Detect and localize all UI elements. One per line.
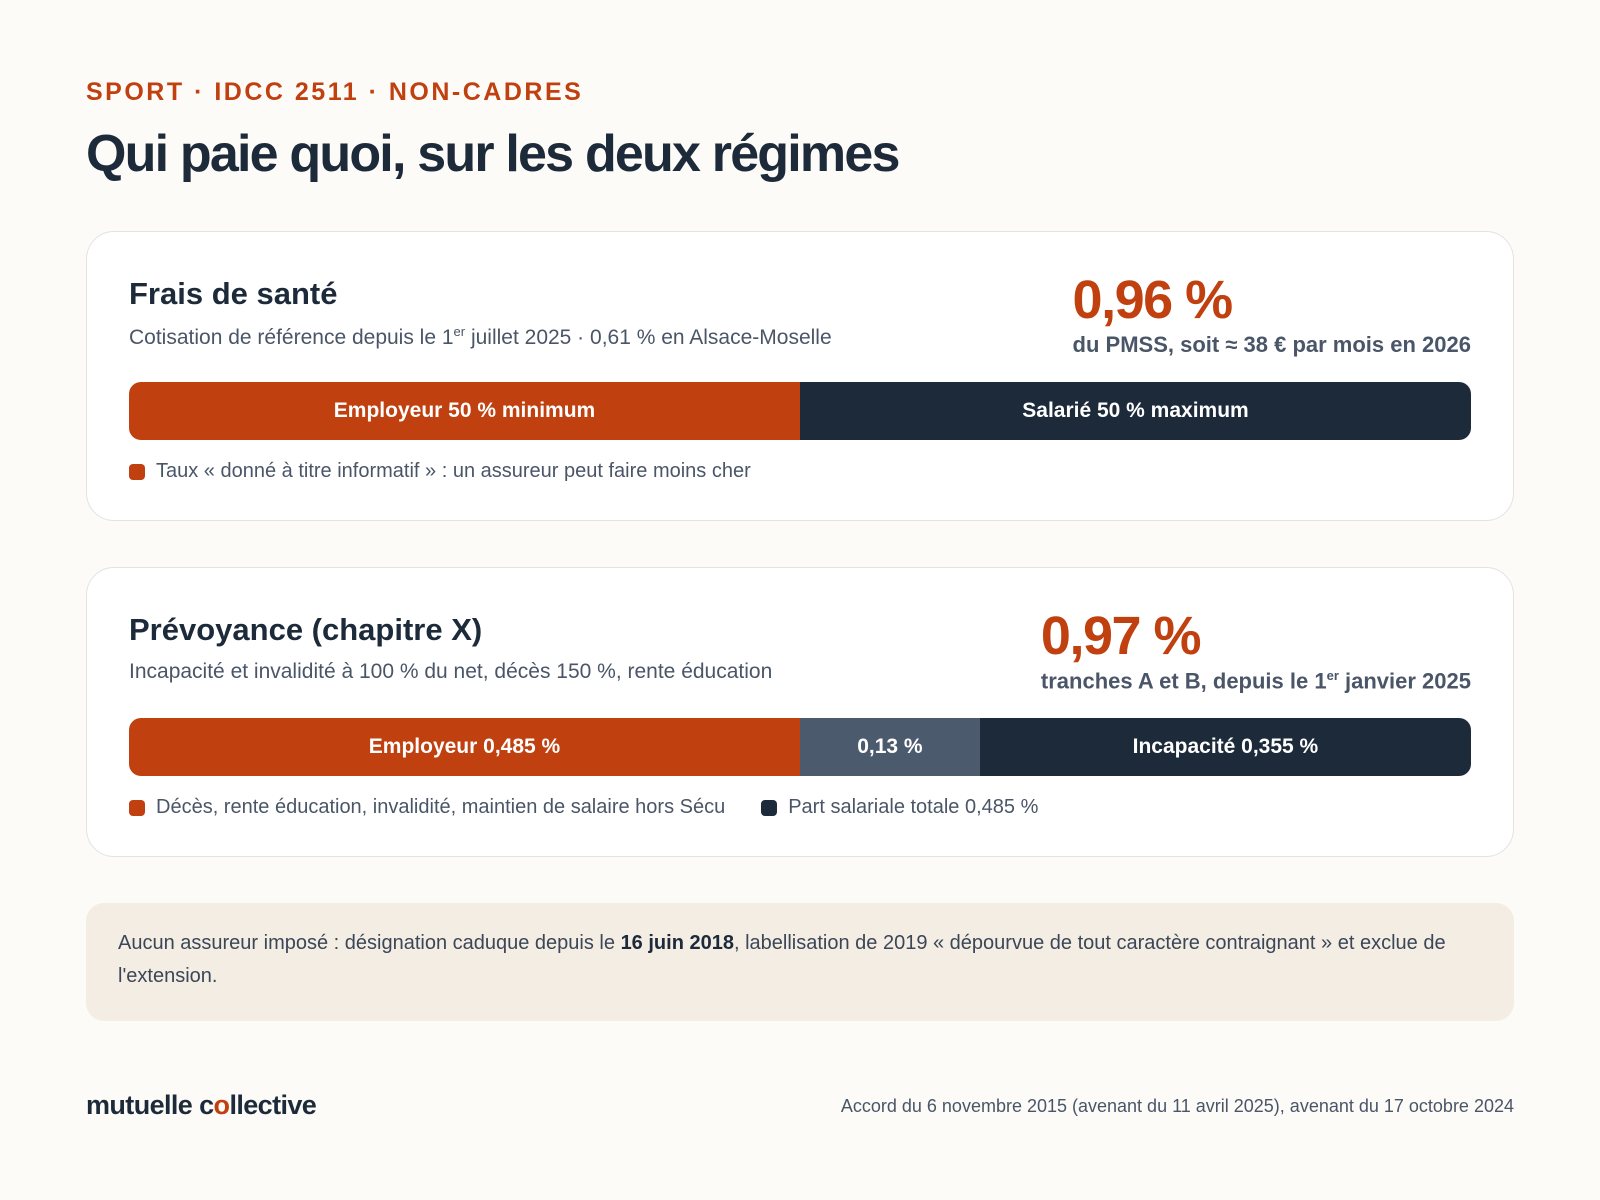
prevoyance-subtitle: Incapacité et invalidité à 100 % du net,… — [129, 660, 773, 683]
sante-bar-segment-salarie: Salarié 50 % maximum — [800, 382, 1471, 440]
legend-swatch — [129, 799, 145, 816]
section-kicker: SPORT · IDCC 2511 · NON-CADRES — [86, 78, 584, 106]
legend-label: Taux « donné à titre informatif » : un a… — [156, 460, 751, 482]
brand-part2: llective — [229, 1090, 317, 1120]
legend-label: Décès, rente éducation, invalidité, main… — [156, 796, 726, 818]
legend-swatch — [761, 799, 778, 816]
prevoyance-bar-segment-middle: 0,13 % — [800, 718, 980, 776]
prevoyance-rate-note-sup: er — [1326, 668, 1339, 683]
brand-mark: o — [213, 1090, 231, 1120]
brand-part1: mutuelle c — [86, 1090, 214, 1120]
prevoyance-rate-note: tranches A et B, depuis le 1er janvier 2… — [1041, 668, 1471, 694]
legend-item: Décès, rente éducation, invalidité, main… — [129, 796, 725, 819]
legend-item: Taux « donné à titre informatif » : un a… — [129, 460, 751, 483]
sante-card: Frais de santé Cotisation de référence d… — [86, 231, 1514, 521]
sante-subtitle-pre: Cotisation de référence depuis le 1 — [129, 326, 454, 349]
sante-legend: Taux « donné à titre informatif » : un a… — [129, 460, 751, 483]
prevoyance-rate-note-pre: tranches A et B, depuis le 1 — [1040, 668, 1327, 694]
sante-split-bar: Employeur 50 % minimum Salarié 50 % maxi… — [129, 382, 1471, 440]
prevoyance-bar-segment-incapacite: Incapacité 0,355 % — [979, 718, 1471, 776]
sante-rate-note: du PMSS, soit ≈ 38 € par mois en 2026 — [1072, 332, 1471, 357]
legend-swatch — [129, 463, 145, 480]
sante-rate: 0,96 % — [1072, 270, 1234, 330]
info-note: Aucun assureur imposé : désignation cadu… — [86, 903, 1514, 1021]
note-date: 16 juin 2018 — [620, 932, 734, 954]
prevoyance-bar-segment-employeur: Employeur 0,485 % — [129, 718, 800, 776]
note-text-post: , labellisation de 2019 « dépourvue de t… — [118, 932, 1446, 987]
prevoyance-legend: Décès, rente éducation, invalidité, main… — [129, 796, 1038, 819]
note-text-pre: Aucun assureur imposé : désignation cadu… — [118, 932, 621, 954]
sante-subtitle: Cotisation de référence depuis le 1er ju… — [129, 324, 832, 350]
prevoyance-heading: Prévoyance (chapitre X) — [129, 612, 483, 647]
sante-heading: Frais de santé — [129, 276, 338, 311]
sante-bar-segment-employeur: Employeur 50 % minimum — [129, 382, 800, 440]
legend-label: Part salariale totale 0,485 % — [788, 796, 1039, 818]
brand-logo: mutuelle collective — [86, 1090, 317, 1121]
sante-subtitle-sup: er — [453, 324, 466, 339]
prevoyance-rate-block: 0,97 % tranches A et B, depuis le 1er ja… — [1041, 606, 1471, 694]
footer-reference: Accord du 6 novembre 2015 (avenant du 11… — [840, 1096, 1514, 1116]
prevoyance-card: Prévoyance (chapitre X) Incapacité et in… — [86, 567, 1514, 857]
prevoyance-rate-note-post: janvier 2025 — [1338, 668, 1471, 694]
prevoyance-split-bar: Employeur 0,485 % 0,13 % Incapacité 0,35… — [129, 718, 1471, 776]
sante-rate-block: 0,96 % du PMSS, soit ≈ 38 € par mois en … — [1073, 270, 1471, 358]
prevoyance-rate: 0,97 % — [1040, 606, 1202, 666]
legend-item: Part salariale totale 0,485 % — [761, 796, 1038, 819]
sante-subtitle-post: juillet 2025 · 0,61 % en Alsace-Moselle — [465, 326, 832, 349]
page-title: Qui paie quoi, sur les deux régimes — [86, 125, 900, 183]
